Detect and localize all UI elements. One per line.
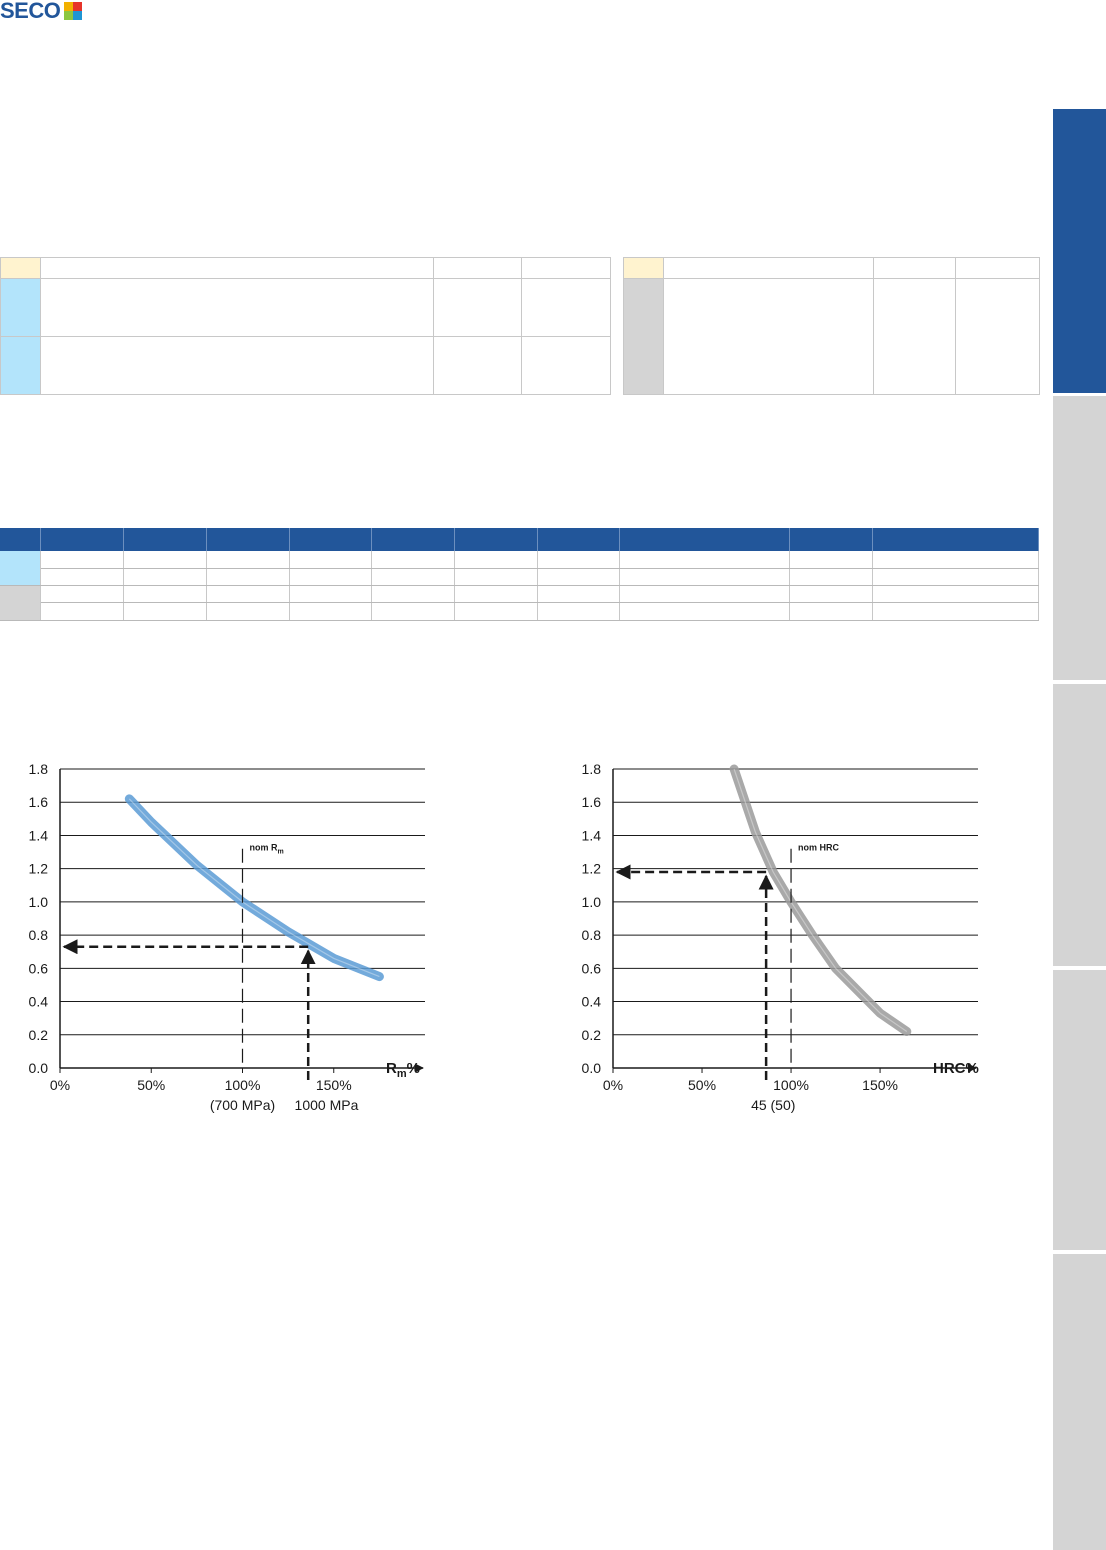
y-tick-label: 1.0 <box>29 894 49 910</box>
group-swatch-blue <box>0 336 41 395</box>
curve-band <box>124 794 384 982</box>
curve-band <box>729 764 912 1036</box>
y-tick-label: 0.2 <box>582 1027 602 1043</box>
side-tab-5[interactable] <box>1053 1254 1106 1550</box>
header-cell <box>123 528 207 551</box>
y-tick-label: 0.4 <box>29 994 49 1010</box>
x-tick-label: 100% <box>773 1077 809 1093</box>
table-cell <box>521 336 611 395</box>
table-cell <box>433 278 522 337</box>
x-tick-label: 150% <box>316 1077 352 1093</box>
y-tick-label: 0.6 <box>582 960 602 976</box>
header-swatch <box>623 257 664 279</box>
cutting-data-table <box>0 528 1039 621</box>
x-label-sub: m <box>397 1068 407 1080</box>
curve-band-path <box>124 794 384 982</box>
y-tick-label: 1.4 <box>582 827 602 843</box>
x-tick-label: 0% <box>603 1077 623 1093</box>
y-tick-label: 1.0 <box>582 894 602 910</box>
header-cell <box>454 528 538 551</box>
curve-band-highlight <box>733 768 908 1032</box>
table-cell <box>40 278 434 337</box>
table-cell <box>873 278 956 395</box>
y-tick-label: 1.8 <box>582 761 602 777</box>
y-tick-label: 0.6 <box>29 960 49 976</box>
logo-mark-icon <box>64 2 83 20</box>
x-axis-ticks: 0% 50% 100% 150% <box>603 1068 898 1093</box>
x-tick-label: 0% <box>50 1077 70 1093</box>
header-cell <box>433 257 522 279</box>
table-cell <box>663 278 874 395</box>
header-cell <box>40 257 434 279</box>
curve-band-path <box>729 764 912 1036</box>
y-tick-label: 0.8 <box>29 927 49 943</box>
annotation-45-50: 45 (50) <box>751 1097 795 1113</box>
table-cell <box>955 278 1040 395</box>
y-tick-label: 0.8 <box>582 927 602 943</box>
y-tick-label: 1.2 <box>582 861 602 877</box>
header-cell <box>955 257 1040 279</box>
header-cell <box>537 528 620 551</box>
annotation-700-mpa: (700 MPa) <box>210 1097 275 1113</box>
y-tick-label: 0.0 <box>582 1060 602 1076</box>
y-tick-label: 0.0 <box>29 1060 49 1076</box>
y-axis-ticks: 0.0 0.2 0.4 0.6 0.8 1.0 1.2 1.4 1.6 1.8 <box>29 761 49 1076</box>
header-cell <box>872 528 1039 551</box>
x-tick-label: 50% <box>688 1077 716 1093</box>
group-swatch-blue <box>0 278 41 337</box>
table-cell <box>521 278 611 337</box>
x-tick-label: 50% <box>137 1077 165 1093</box>
chart-rm: 0.0 0.2 0.4 0.6 0.8 1.0 1.2 1.4 1.6 1.8 0% 50% 100%… <box>29 761 425 1113</box>
reference-arrows <box>615 864 774 1080</box>
annotation-1000-mpa: 1000 MPa <box>295 1097 359 1113</box>
y-tick-label: 1.2 <box>29 861 49 877</box>
x-tick-label: 100% <box>225 1077 261 1093</box>
table-cell <box>40 336 434 395</box>
group-swatch-grey <box>623 278 664 395</box>
y-tick-label: 1.8 <box>29 761 49 777</box>
header-cell <box>663 257 874 279</box>
curve-band-highlight <box>128 798 380 978</box>
group-swatch-grey <box>0 585 41 621</box>
table-cell <box>433 336 522 395</box>
x-axis-ticks: 0% 50% 100% 150% <box>50 1068 352 1093</box>
header-cell <box>789 528 873 551</box>
header-cell <box>521 257 611 279</box>
grid-lines <box>612 768 978 1073</box>
reference-arrows <box>62 939 316 1080</box>
chart-hrc: 0.0 0.2 0.4 0.6 0.8 1.0 1.2 1.4 1.6 1.8 0% 50% 100%… <box>582 761 979 1113</box>
side-tab-2[interactable] <box>1053 396 1106 680</box>
y-tick-label: 1.4 <box>29 827 49 843</box>
y-tick-label: 0.2 <box>29 1027 49 1043</box>
x-axis-label: HRC% <box>933 1060 979 1077</box>
x-tick-label: 150% <box>862 1077 898 1093</box>
side-tab-active[interactable] <box>1053 109 1106 393</box>
nominal-label: nom Rm <box>250 843 284 856</box>
header-cell <box>206 528 290 551</box>
side-tab-4[interactable] <box>1053 970 1106 1250</box>
material-table-right <box>623 257 1040 395</box>
y-tick-label: 0.4 <box>582 994 602 1010</box>
x-axis-label: Rm% <box>386 1060 420 1080</box>
y-axis-ticks: 0.0 0.2 0.4 0.6 0.8 1.0 1.2 1.4 1.6 1.8 <box>582 761 602 1076</box>
header-cell <box>40 528 124 551</box>
y-tick-label: 1.6 <box>582 794 602 810</box>
header-cell <box>289 528 372 551</box>
logo-text: SECO <box>0 0 61 23</box>
y-tick-label: 1.6 <box>29 794 49 810</box>
nominal-label: nom HRC <box>798 843 839 853</box>
seco-logo: SECO <box>0 0 83 23</box>
header-cell <box>873 257 956 279</box>
header-swatch <box>0 257 41 279</box>
group-swatch-blue <box>0 551 41 586</box>
side-tab-3[interactable] <box>1053 684 1106 966</box>
header-cell <box>371 528 455 551</box>
x-label-main: R <box>386 1060 397 1077</box>
x-label-suffix: % <box>407 1060 420 1077</box>
header-cell <box>0 528 41 551</box>
header-cell <box>619 528 790 551</box>
material-table-left <box>0 257 611 395</box>
